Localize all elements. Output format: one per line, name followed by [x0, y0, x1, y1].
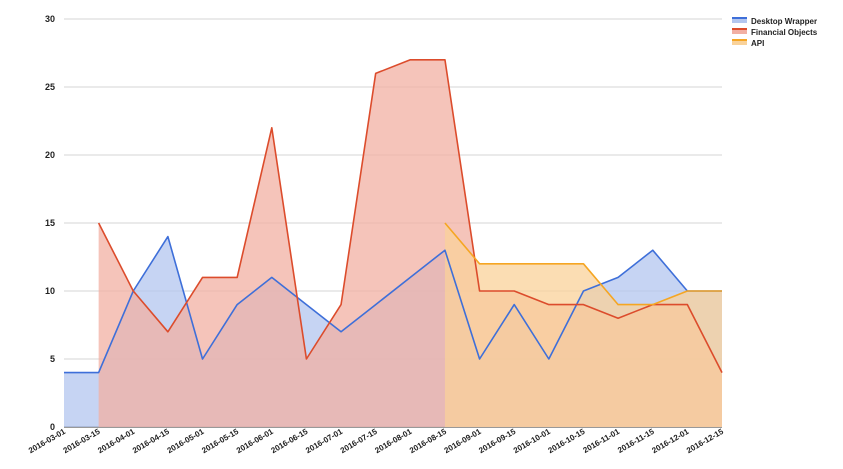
x-axis-ticks: 2016-03-012016-03-152016-04-012016-04-15…: [27, 427, 725, 456]
x-tick-label: 2016-06-01: [235, 427, 275, 456]
legend-swatch: [732, 18, 747, 23]
line-api: [444, 222, 722, 306]
x-tick-label: 2016-04-01: [96, 427, 136, 456]
x-tick-label: 2016-03-01: [27, 427, 67, 456]
x-tick-label: 2016-07-15: [339, 427, 379, 456]
x-tick-label: 2016-08-01: [373, 427, 413, 456]
x-tick-label: 2016-09-15: [477, 427, 517, 456]
x-tick-label: 2016-09-01: [443, 427, 483, 456]
legend-label: Financial Objects: [751, 28, 818, 37]
y-axis-ticks: 0 5 10 15 20 25 30: [45, 14, 55, 432]
series-lines: [64, 58, 723, 374]
x-tick-label: 2016-03-15: [62, 427, 102, 456]
y-tick-label: 10: [45, 286, 55, 296]
series-areas: [64, 59, 722, 428]
x-tick-label: 2016-07-01: [304, 427, 344, 456]
legend-swatch: [732, 40, 747, 45]
x-tick-label: 2016-10-15: [547, 427, 587, 456]
x-tick-label: 2016-11-01: [582, 427, 622, 455]
x-tick-label: 2016-05-01: [166, 427, 206, 456]
legend-label: API: [751, 39, 764, 48]
x-tick-label: 2016-12-01: [650, 427, 690, 456]
legend-label: Desktop Wrapper: [751, 17, 817, 26]
legend-swatch: [732, 29, 747, 34]
y-tick-label: 15: [45, 218, 55, 228]
area-api: [444, 223, 722, 427]
line-desktop-wrapper: [64, 235, 722, 374]
x-tick-label: 2016-05-15: [200, 427, 240, 456]
legend: Desktop Wrapper Financial Objects API: [732, 17, 818, 48]
y-tick-label: 25: [45, 82, 55, 92]
x-tick-label: 2016-12-15: [685, 427, 725, 456]
x-tick-label: 2016-10-01: [512, 427, 552, 456]
y-tick-label: 20: [45, 150, 55, 160]
y-tick-label: 30: [45, 14, 55, 24]
x-tick-label: 2016-08-15: [408, 427, 448, 456]
x-tick-label: 2016-04-15: [131, 427, 171, 456]
line-financial-objects: [97, 58, 723, 373]
y-tick-label: 0: [50, 422, 55, 432]
x-tick-label: 2016-11-15: [616, 427, 656, 455]
y-tick-label: 5: [50, 354, 55, 364]
x-tick-label: 2016-06-15: [269, 427, 309, 456]
